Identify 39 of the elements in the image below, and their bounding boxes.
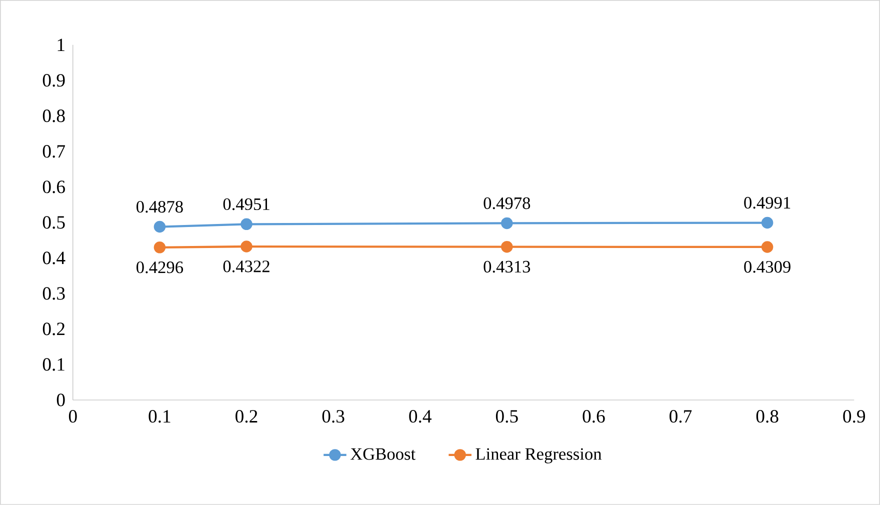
data-label: 0.4878 [136,201,183,213]
data-label: 0.4313 [484,260,530,273]
x-tick-label: 0.4 [409,410,432,423]
y-tick-label: 0.6 [42,180,65,194]
point [240,218,252,230]
y-tick-label: 0.9 [42,74,65,87]
x-tick-label: 0.7 [670,410,692,423]
x-tick-label: 0.8 [756,410,778,423]
x-tick-label: 0.1 [148,410,170,423]
data-label: 0.4309 [744,261,790,273]
y-tick-label: 0 [56,394,65,406]
data-label: 0.4296 [136,262,184,274]
x-tick-label: 0.6 [582,410,605,423]
y-tick-label: 0.1 [42,358,64,371]
point [501,241,513,253]
y-tick-label: 0.2 [42,322,64,336]
point [761,241,774,253]
x-tick-label: 0.9 [843,410,866,423]
y-tick-label: 0.5 [42,216,65,229]
point [761,216,774,229]
x-tick-label: 0.5 [496,410,518,423]
y-tick-label: 0.7 [42,145,65,158]
point [240,240,252,252]
y-tick-label: 1 [58,38,64,52]
y-tick-label: 0.8 [42,110,65,122]
legend-label: XGBoost [350,448,416,460]
x-tick-label: 0.3 [322,410,344,423]
data-label: 0.4991 [744,196,790,209]
point [501,217,513,230]
point [154,220,166,233]
y-tick-label: 0.4 [42,252,66,264]
x-tick-label: 0 [68,410,77,423]
y-tick-label: 0.3 [42,287,65,300]
x-tick-label: 0.2 [236,410,258,423]
point [154,242,166,254]
data-label: 0.4951 [223,198,270,210]
legend-label: Linear Regression [476,448,602,464]
data-label: 0.4322 [223,260,270,272]
data-label: 0.4978 [484,197,530,210]
